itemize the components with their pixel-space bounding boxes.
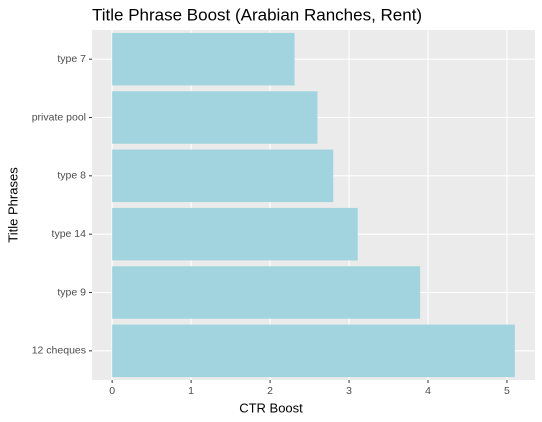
bar (112, 149, 334, 203)
y-tick-label: type 9 (57, 286, 86, 298)
bar (112, 324, 515, 378)
bar (112, 266, 421, 319)
x-tick-label: 4 (425, 385, 431, 397)
y-tick-label: type 7 (57, 53, 86, 65)
chart-title: Title Phrase Boost (Arabian Ranches, Ren… (92, 5, 422, 24)
y-tick-label: type 8 (57, 170, 86, 182)
bar (112, 91, 318, 144)
y-axis-label: Title Phrases (5, 167, 20, 243)
x-tick-label: 0 (109, 385, 115, 397)
x-tick-label: 1 (188, 385, 194, 397)
x-tick-label: 3 (346, 385, 352, 397)
y-tick-label: 12 cheques (32, 345, 86, 357)
y-tick-label: type 14 (52, 228, 87, 240)
y-tick-label: private pool (32, 111, 86, 123)
plot-background (92, 30, 535, 380)
x-axis-label: CTR Boost (239, 400, 303, 415)
bar (112, 207, 358, 261)
x-tick-label: 2 (267, 385, 273, 397)
bar (112, 32, 295, 86)
x-tick-label: 5 (504, 385, 510, 397)
